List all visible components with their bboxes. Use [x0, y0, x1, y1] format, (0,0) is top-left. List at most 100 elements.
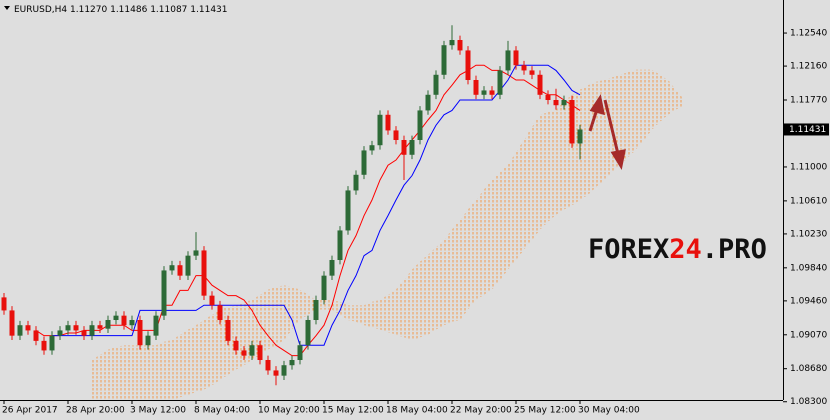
up-arrow-head	[589, 94, 605, 116]
menu-triangle[interactable]	[4, 6, 10, 10]
down-arrow-head	[610, 149, 626, 171]
candle-body	[465, 50, 471, 80]
candle-body	[137, 320, 143, 346]
candle-body	[545, 94, 551, 100]
candle-body	[473, 80, 479, 95]
candle-body	[65, 325, 71, 331]
candle-body	[41, 340, 47, 351]
candle-body	[457, 40, 463, 51]
candle-body	[417, 110, 423, 140]
chart-header: EURUSD,H4 1.11270 1.11486 1.11087 1.1143…	[14, 5, 228, 15]
candle-body	[513, 50, 519, 66]
candle-body	[521, 65, 527, 71]
y-tick-label: 1.08680	[790, 364, 827, 374]
candle-body	[265, 360, 271, 371]
candle-body	[561, 100, 567, 106]
x-tick-label: 8 May 04:00	[194, 406, 250, 416]
open-label: 1.11270	[70, 5, 107, 15]
candle-body	[33, 330, 39, 341]
candle-body	[145, 335, 151, 346]
candle-body	[201, 250, 207, 296]
candle-body	[505, 50, 511, 71]
candle-body	[289, 360, 295, 366]
watermark-part: FOREX	[588, 234, 669, 265]
candle-body	[553, 100, 559, 106]
y-tick-label: 1.10610	[790, 196, 827, 206]
candle-body	[361, 150, 367, 175]
y-tick-label: 1.09460	[790, 296, 827, 306]
candle-body	[297, 345, 303, 360]
watermark-part: 24	[669, 234, 702, 265]
candle-body	[129, 320, 135, 326]
candle-body	[105, 320, 111, 329]
y-tick-label: 1.09070	[790, 330, 827, 340]
y-tick-label: 1.11000	[790, 162, 827, 172]
candle-body	[329, 260, 335, 276]
candle-body	[353, 174, 359, 191]
candle-body	[113, 315, 119, 320]
x-tick-label: 3 May 12:00	[130, 406, 186, 416]
candle-body	[537, 74, 543, 95]
candle-body	[121, 315, 127, 326]
down-arrow-shaft	[603, 99, 620, 155]
x-tick-label: 10 May 20:00	[258, 406, 320, 416]
y-tick-label: 1.12540	[790, 29, 827, 39]
candle-body	[169, 265, 175, 271]
candle-body	[1, 297, 7, 311]
candle-body	[49, 335, 55, 351]
candle-body	[433, 74, 439, 95]
candle-body	[305, 320, 311, 346]
x-tick-label: 25 May 12:00	[514, 406, 576, 416]
annotation-arrows	[588, 94, 626, 171]
watermark-part: .PRO	[702, 234, 767, 265]
candle-body	[345, 190, 351, 231]
symbol: EURUSD,H4	[14, 5, 67, 15]
candle-body	[81, 330, 87, 336]
x-tick-label: 26 Apr 2017	[2, 406, 58, 416]
candle-body	[529, 70, 535, 75]
y-tick-label: 1.08300	[790, 397, 827, 407]
candle-body	[57, 330, 63, 336]
ichimoku-cloud	[92, 69, 684, 400]
candle-body	[185, 255, 191, 276]
candle-body	[177, 265, 183, 276]
candle-body	[489, 90, 495, 95]
candle-body	[449, 40, 455, 46]
x-tick-label: 28 Apr 20:00	[66, 406, 125, 416]
candle-body	[9, 310, 15, 336]
candle-body	[153, 315, 159, 336]
candle-body	[193, 250, 199, 256]
price-box	[784, 123, 829, 136]
candle-body	[241, 350, 247, 356]
candle-body	[73, 325, 79, 331]
x-tick-label: 18 May 04:00	[386, 406, 448, 416]
candle-body	[209, 295, 215, 306]
candle-body	[441, 45, 447, 75]
x-tick-label: 22 May 20:00	[450, 406, 512, 416]
high-label: 1.11486	[110, 5, 147, 15]
close-label: 1.11431	[190, 5, 227, 15]
plot-area	[1, 25, 684, 400]
x-tick-label: 15 May 12:00	[322, 406, 384, 416]
candle-body	[369, 145, 375, 151]
indicator-line	[52, 64, 581, 346]
low-label: 1.11087	[150, 5, 187, 15]
candle-body	[281, 365, 287, 376]
candle-body	[577, 129, 583, 144]
candle-body	[401, 140, 407, 155]
candle-body	[385, 114, 391, 131]
candle-body	[313, 300, 319, 320]
y-tick-label: 1.11770	[790, 96, 827, 106]
candle-body	[497, 70, 503, 95]
y-tick-label: 1.09840	[790, 263, 827, 273]
candle-body	[569, 100, 575, 144]
candle-body	[249, 345, 255, 356]
candle-body	[233, 340, 239, 351]
candle-body	[217, 305, 223, 320]
candle-body	[25, 325, 31, 331]
candle-body	[337, 230, 343, 260]
candle-body	[225, 320, 231, 341]
candle-body	[377, 114, 383, 146]
